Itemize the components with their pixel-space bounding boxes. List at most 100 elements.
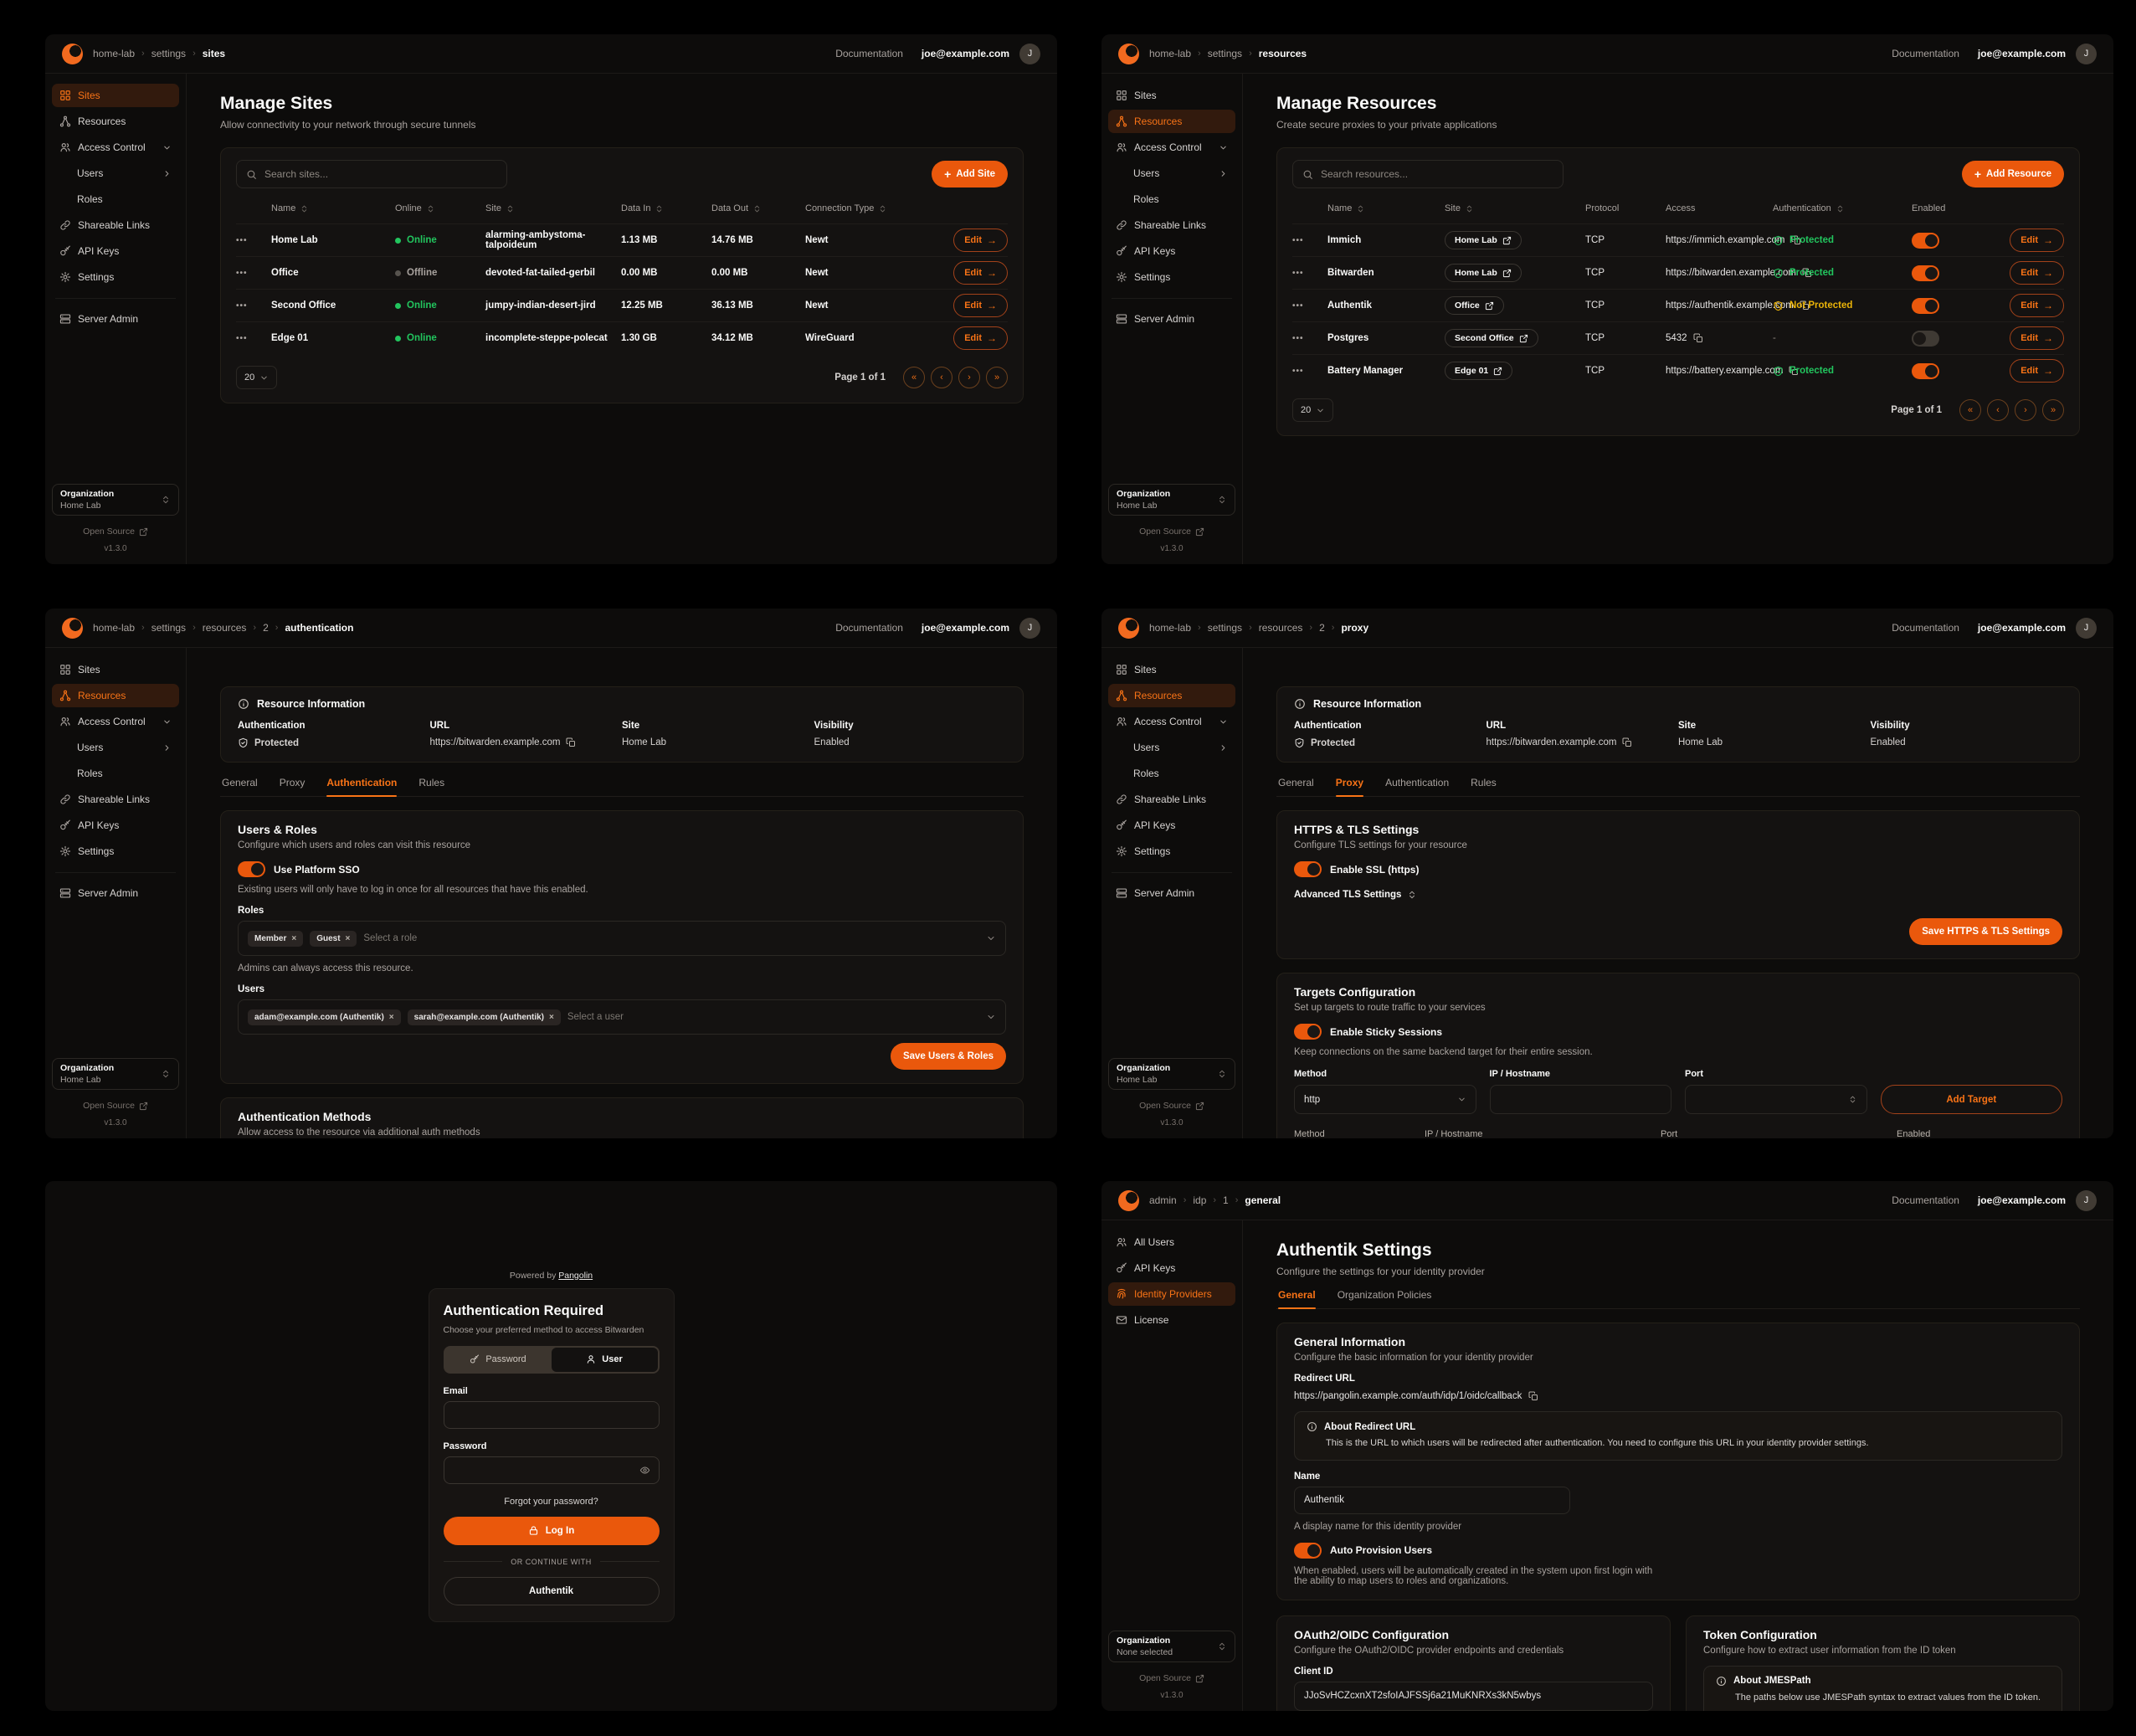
- user-chip[interactable]: adam@example.com (Authentik) ×: [248, 1009, 401, 1025]
- last-page-button[interactable]: »: [2042, 399, 2064, 421]
- open-source-link[interactable]: Open Source: [52, 1101, 179, 1111]
- breadcrumb-item[interactable]: 2: [1319, 622, 1325, 634]
- remove-icon[interactable]: ×: [291, 933, 297, 943]
- tab-proxy[interactable]: Proxy: [1335, 777, 1364, 797]
- site-link[interactable]: Office: [1445, 296, 1504, 315]
- sidebar-item-users[interactable]: Users: [52, 162, 179, 185]
- row-menu-button[interactable]: •••: [236, 333, 248, 343]
- column-header-data-in[interactable]: Data In: [621, 203, 711, 213]
- edit-button[interactable]: Edit →: [2010, 261, 2064, 285]
- tab-authentication[interactable]: Authentication: [1385, 777, 1450, 788]
- sidebar-item-users[interactable]: Users: [1108, 736, 1235, 759]
- name-input[interactable]: Authentik: [1294, 1486, 1570, 1514]
- sidebar-item-api-keys[interactable]: API Keys: [1108, 814, 1235, 837]
- sidebar-item-api-keys[interactable]: API Keys: [1108, 1256, 1235, 1280]
- user-email[interactable]: joe@example.com: [921, 48, 1009, 59]
- documentation-link[interactable]: Documentation: [1892, 48, 1959, 59]
- rows-per-page-select[interactable]: 20: [1292, 398, 1334, 422]
- roles-multiselect[interactable]: Member × Guest × Select a role: [238, 921, 1006, 956]
- pangolin-logo[interactable]: [62, 617, 83, 639]
- search-input[interactable]: Search resources...: [1292, 160, 1563, 188]
- edit-button[interactable]: Edit →: [953, 326, 1008, 350]
- user-email[interactable]: joe@example.com: [1977, 622, 2066, 634]
- sidebar-item-resources[interactable]: Resources: [1108, 684, 1235, 707]
- org-switcher[interactable]: Organization None selected: [1108, 1631, 1235, 1662]
- edit-button[interactable]: Edit →: [2010, 326, 2064, 350]
- remove-icon[interactable]: ×: [549, 1012, 554, 1022]
- breadcrumb-item[interactable]: home-lab: [1149, 48, 1192, 59]
- tab-user[interactable]: User: [551, 1347, 658, 1372]
- breadcrumb-item[interactable]: home-lab: [93, 622, 136, 634]
- login-button[interactable]: Log In: [443, 1516, 660, 1545]
- edit-button[interactable]: Edit →: [953, 294, 1008, 317]
- avatar[interactable]: J: [2076, 1189, 2097, 1211]
- save-users-roles-button[interactable]: Save Users & Roles: [890, 1043, 1006, 1070]
- advanced-tls-expander[interactable]: Advanced TLS Settings: [1294, 890, 2062, 900]
- tab-authentication[interactable]: Authentication: [326, 777, 398, 797]
- enabled-toggle[interactable]: [1912, 265, 1939, 281]
- tab-general[interactable]: General: [222, 777, 258, 788]
- open-source-link[interactable]: Open Source: [52, 526, 179, 537]
- authentik-sso-button[interactable]: Authentik: [443, 1576, 660, 1605]
- method-select[interactable]: http: [1294, 1085, 1476, 1114]
- enabled-toggle[interactable]: [1912, 362, 1939, 379]
- password-field[interactable]: [443, 1456, 660, 1484]
- sidebar-item-server-admin[interactable]: Server Admin: [1108, 881, 1235, 905]
- row-menu-button[interactable]: •••: [236, 235, 248, 245]
- copy-icon[interactable]: [1528, 1391, 1538, 1401]
- enable-ssl-toggle[interactable]: [1294, 861, 1322, 877]
- search-input[interactable]: Search sites...: [236, 160, 507, 188]
- sidebar-item-access-control[interactable]: Access Control: [1108, 136, 1235, 159]
- sidebar-item-shareable-links[interactable]: Shareable Links: [1108, 213, 1235, 237]
- open-source-link[interactable]: Open Source: [1108, 1101, 1235, 1111]
- enabled-toggle[interactable]: [1912, 297, 1939, 314]
- sidebar-item-all-users[interactable]: All Users: [1108, 1230, 1235, 1254]
- ip-hostname-input[interactable]: [1489, 1085, 1671, 1114]
- sidebar-item-access-control[interactable]: Access Control: [1108, 710, 1235, 733]
- breadcrumb-item[interactable]: idp: [1193, 1194, 1207, 1206]
- site-link[interactable]: Edge 01: [1445, 362, 1513, 380]
- enabled-toggle[interactable]: [1912, 330, 1939, 347]
- sidebar-item-users[interactable]: Users: [1108, 162, 1235, 185]
- sidebar-item-api-keys[interactable]: API Keys: [1108, 239, 1235, 263]
- sidebar-item-resources[interactable]: Resources: [52, 110, 179, 133]
- breadcrumb-item[interactable]: admin: [1149, 1194, 1177, 1206]
- breadcrumb-item[interactable]: settings: [151, 622, 187, 634]
- row-menu-button[interactable]: •••: [1292, 235, 1304, 245]
- org-switcher[interactable]: Organization Home Lab: [1108, 484, 1235, 516]
- sidebar-item-settings[interactable]: Settings: [52, 265, 179, 289]
- last-page-button[interactable]: »: [986, 367, 1008, 388]
- site-link[interactable]: Second Office: [1445, 329, 1538, 347]
- pangolin-link[interactable]: Pangolin: [558, 1270, 593, 1281]
- add-resource-button[interactable]: + Add Resource: [1961, 161, 2064, 187]
- org-switcher[interactable]: Organization Home Lab: [1108, 1058, 1235, 1090]
- breadcrumb-item[interactable]: settings: [1207, 622, 1243, 634]
- users-multiselect[interactable]: adam@example.com (Authentik) × sarah@exam…: [238, 999, 1006, 1035]
- forgot-password-link[interactable]: Forgot your password?: [504, 1496, 598, 1507]
- save-tls-button[interactable]: Save HTTPS & TLS Settings: [1909, 918, 2062, 945]
- add-site-button[interactable]: + Add Site: [932, 161, 1008, 187]
- row-menu-button[interactable]: •••: [236, 268, 248, 278]
- avatar[interactable]: J: [1019, 617, 1040, 639]
- sidebar-item-shareable-links[interactable]: Shareable Links: [1108, 788, 1235, 811]
- tab-password[interactable]: Password: [445, 1348, 552, 1372]
- email-field[interactable]: [443, 1400, 660, 1429]
- breadcrumb-item[interactable]: 2: [263, 622, 269, 634]
- breadcrumb-item[interactable]: settings: [1207, 48, 1243, 59]
- first-page-button[interactable]: «: [1959, 399, 1981, 421]
- sidebar-item-sites[interactable]: Sites: [52, 658, 179, 681]
- column-header-data-out[interactable]: Data Out: [711, 203, 805, 213]
- documentation-link[interactable]: Documentation: [835, 622, 903, 634]
- sidebar-item-access-control[interactable]: Access Control: [52, 710, 179, 733]
- pangolin-logo[interactable]: [62, 43, 83, 64]
- sidebar-item-settings[interactable]: Settings: [52, 840, 179, 863]
- org-switcher[interactable]: Organization Home Lab: [52, 484, 179, 516]
- column-header-site[interactable]: Site: [485, 203, 621, 213]
- sidebar-item-server-admin[interactable]: Server Admin: [52, 881, 179, 905]
- breadcrumb-item[interactable]: home-lab: [1149, 622, 1192, 634]
- row-menu-button[interactable]: •••: [1292, 333, 1304, 343]
- sidebar-item-roles[interactable]: Roles: [1108, 762, 1235, 785]
- tab-rules[interactable]: Rules: [418, 777, 445, 788]
- avatar[interactable]: J: [1019, 43, 1040, 64]
- breadcrumb-item[interactable]: resources: [202, 622, 247, 634]
